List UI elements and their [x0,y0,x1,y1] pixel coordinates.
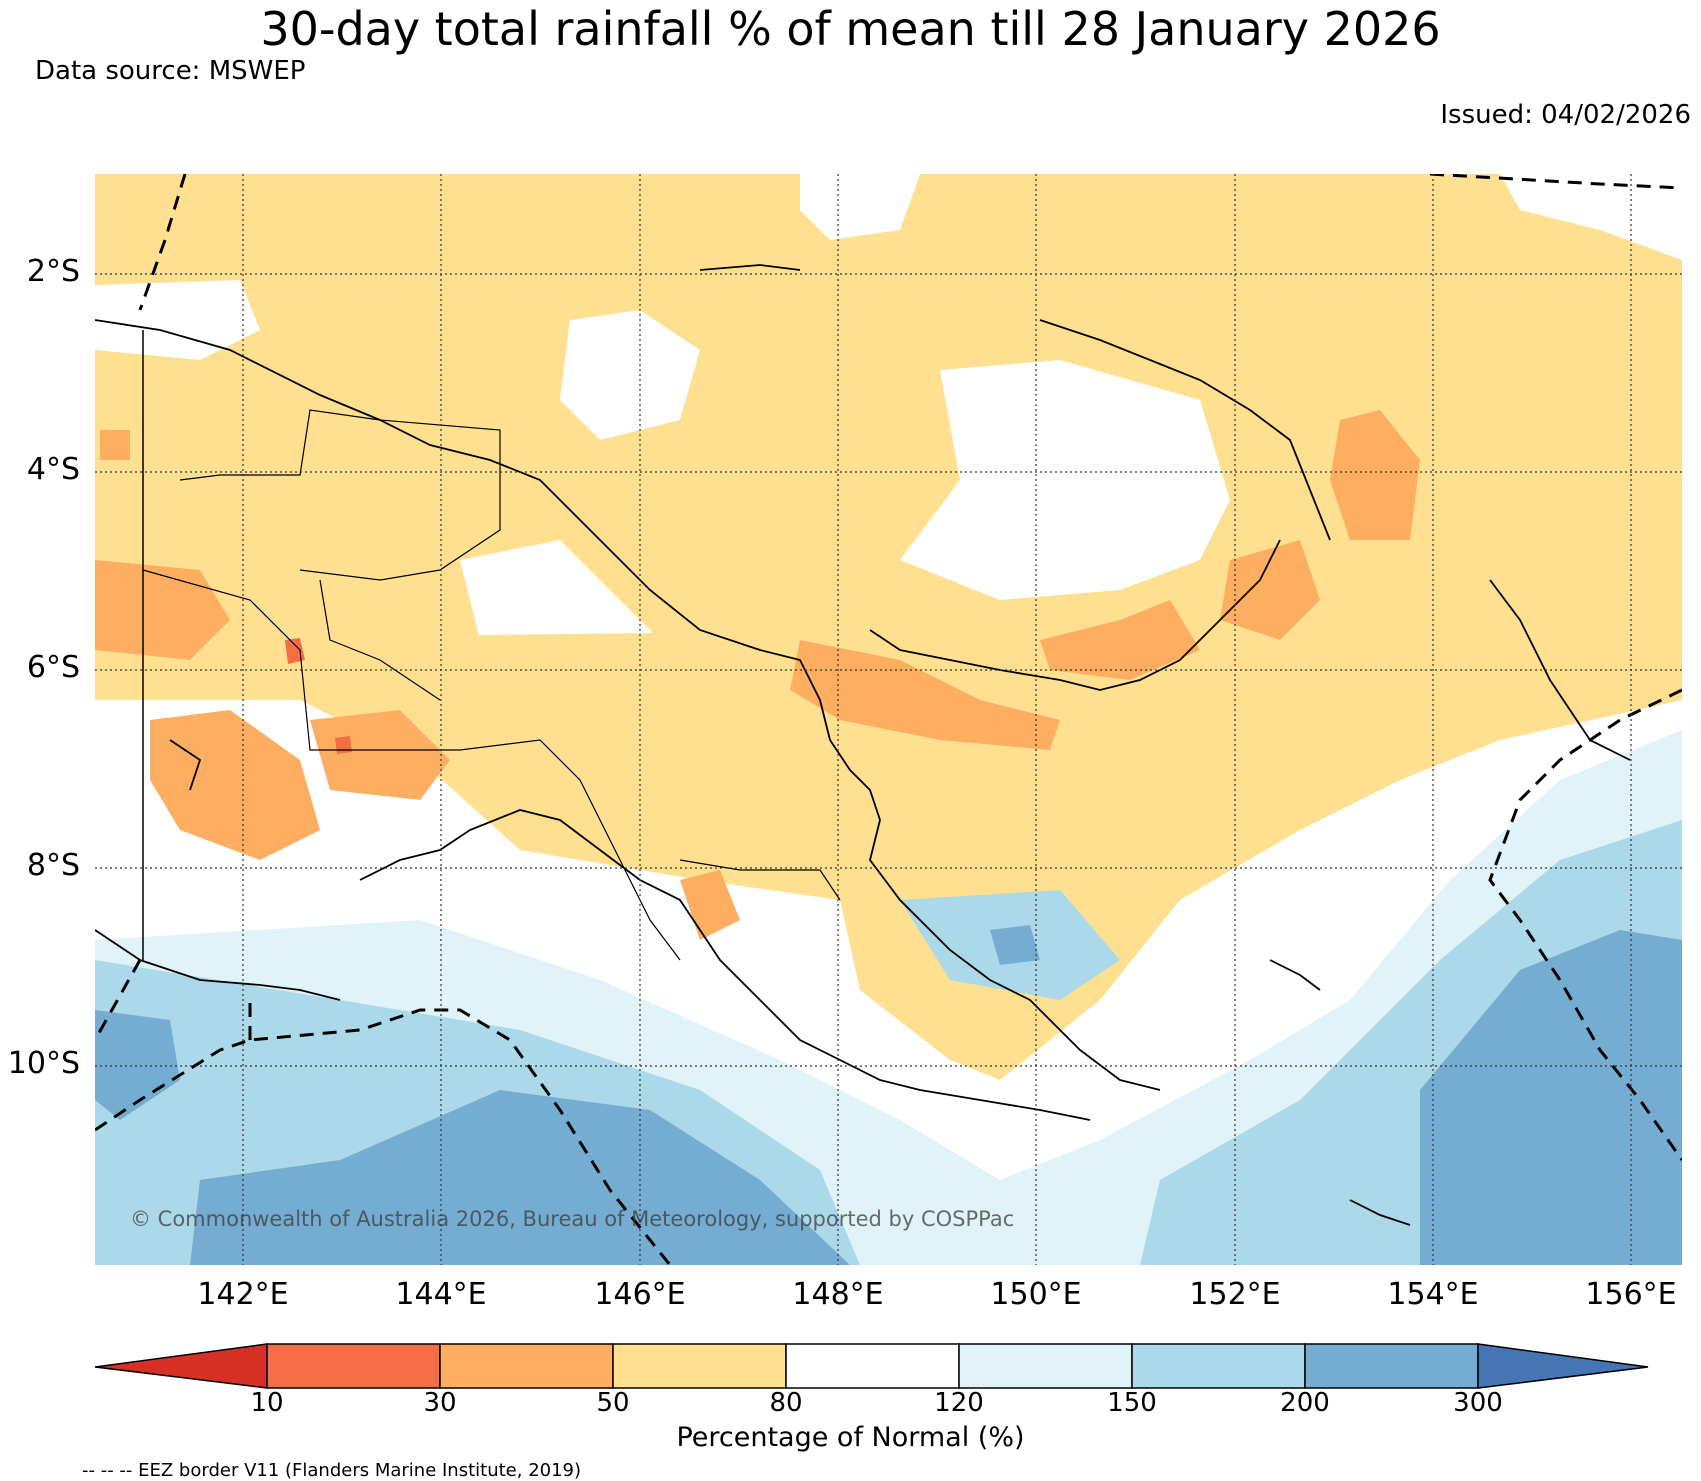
colorbar-bin-80-120 [785,1343,960,1389]
colorbar-tick: 120 [934,1388,984,1418]
zone-50-80 [95,620,1682,1080]
lat-label-2s: 2°S [26,254,80,289]
lon-label-148e: 148°E [792,1277,884,1312]
colorbar-extend-high [1477,1343,1649,1389]
lon-label-156e: 156°E [1585,1277,1677,1312]
colorbar-tick: 10 [250,1388,284,1418]
eez-border [95,174,1682,1265]
colorbar-tick: 30 [423,1388,457,1418]
eez-legend-note: -- -- -- EEZ border V11 (Flanders Marine… [82,1460,582,1481]
map-title: 30-day total rainfall % of mean till 28 … [260,2,1441,56]
zone-80-120 [900,360,1230,600]
province-borders [142,409,841,961]
zone-10-30 [285,638,305,664]
lon-label-146e: 146°E [594,1277,686,1312]
colorbar-tick: 80 [769,1388,803,1418]
colorbar-bin-200-300 [1304,1343,1479,1389]
zone-30-50 [1040,600,1200,680]
zone-30-50 [310,710,450,800]
zone-80-120 [95,280,260,360]
zone-30-50 [150,710,320,860]
issued-date: Issued: 04/02/2026 [1440,100,1691,130]
lon-label-150e: 150°E [990,1277,1082,1312]
zone-30-50 [1220,540,1320,640]
zone-10-30 [335,736,352,754]
colorbar-bin-10-30 [266,1343,441,1389]
lon-label-142e: 142°E [197,1277,289,1312]
colorbar-bin-30-50 [439,1343,614,1389]
graticule [95,174,1682,1265]
zone-30-50 [100,430,130,460]
zone-30-50 [1330,410,1420,540]
colorbar-tick: 300 [1453,1388,1503,1418]
lat-label-8s: 8°S [26,848,80,883]
lat-label-6s: 6°S [26,650,80,685]
colorbar-tick: 50 [596,1388,630,1418]
zone-200-300 [190,1090,850,1265]
colorbar-extend-low [94,1343,268,1389]
zone-80-120 [560,310,700,440]
coastline [95,264,1631,1226]
colorbar-bin-50-80 [612,1343,787,1389]
data-source-label: Data source: MSWEP [35,56,306,86]
lon-label-154e: 154°E [1387,1277,1479,1312]
copyright-notice: © Commonwealth of Australia 2026, Bureau… [130,1207,1015,1231]
lon-label-152e: 152°E [1189,1277,1281,1312]
zone-80-120 [1500,174,1682,260]
lat-label-4s: 4°S [26,452,80,487]
zone-200-300 [1420,930,1682,1265]
zone-200-300 [95,1010,180,1120]
zone-80-120 [800,174,920,240]
colorbar-bin-150-200 [1131,1343,1306,1389]
colorbar-tick: 200 [1280,1388,1330,1418]
colorbar-tick: 150 [1107,1388,1157,1418]
zone-30-50 [790,640,1060,750]
colorbar [94,1343,1649,1389]
colorbar-label: Percentage of Normal (%) [676,1422,1025,1453]
lat-label-10s: 10°S [7,1046,80,1081]
zone-200-300 [990,925,1040,965]
colorbar-bin-120-150 [958,1343,1133,1389]
lon-label-144e: 144°E [395,1277,487,1312]
